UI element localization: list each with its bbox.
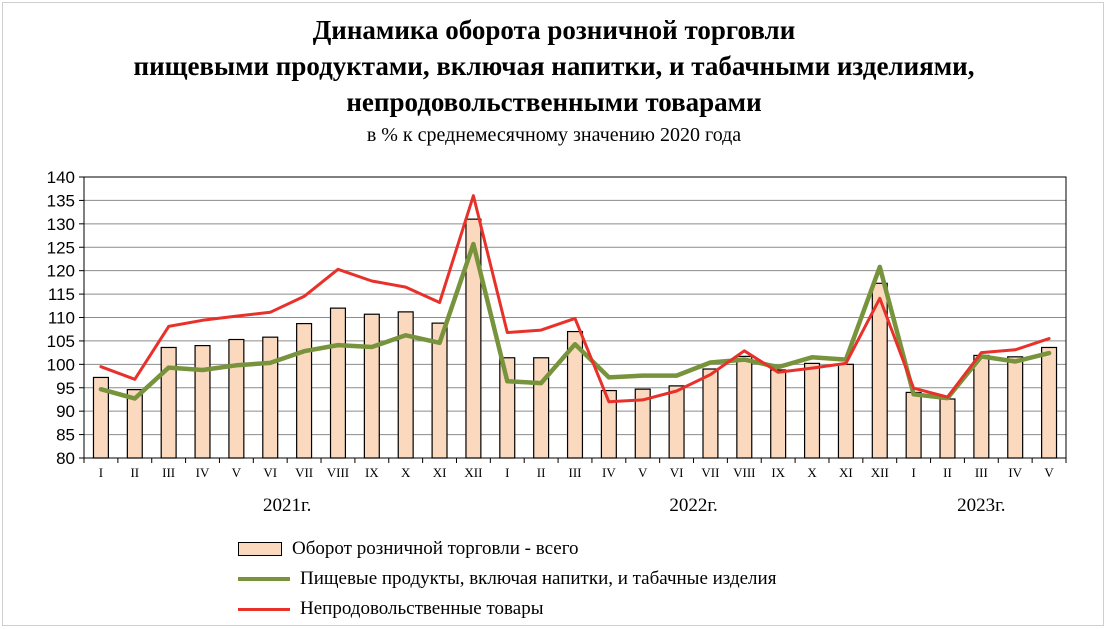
x-tick-label: IV [1008, 465, 1022, 480]
bar-total-9 [363, 313, 380, 459]
legend-item-total: Оборот розничной торговли - всего [238, 536, 579, 562]
x-tick-label: III [162, 465, 175, 480]
x-tick-label: II [943, 465, 952, 480]
x-tick-label: IX [771, 465, 785, 480]
x-tick-label: I [505, 465, 509, 480]
chart-title: Динамика оборота розничной торговли пище… [0, 12, 1108, 120]
y-tick-label: 100 [47, 355, 75, 374]
x-tick-label: VII [295, 465, 313, 480]
bar-total-29 [1041, 346, 1058, 459]
x-tick-label: X [401, 465, 411, 480]
y-tick-label: 95 [56, 379, 75, 398]
bar-total-27 [973, 354, 990, 459]
year-label: 2022г. [669, 495, 717, 516]
bar-total-7 [296, 322, 313, 459]
bar-total-21 [770, 369, 787, 459]
bar-total-14 [533, 357, 550, 459]
x-tick-label: IX [365, 465, 379, 480]
bar-total-3 [160, 346, 177, 459]
x-tick-label: IV [196, 465, 210, 480]
bar-total-10 [397, 311, 414, 459]
x-tick-label: I [99, 465, 103, 480]
x-tick-label: V [1044, 465, 1054, 480]
y-tick-label: 140 [47, 168, 75, 187]
bar-total-4 [194, 345, 211, 459]
bar-total-26 [939, 398, 956, 459]
y-tick-label: 130 [47, 215, 75, 234]
bar-total-15 [566, 330, 584, 459]
legend-item-food: Пищевые продукты, включая напитки, и таб… [238, 566, 776, 592]
x-tick-label: VI [263, 465, 277, 480]
x-tick-label: VIII [327, 465, 349, 480]
bar-total-2 [126, 389, 143, 459]
x-tick-label: XI [433, 465, 447, 480]
bar-total-5 [228, 338, 245, 459]
x-tick-label: IV [602, 465, 616, 480]
year-label: 2023г. [957, 495, 1005, 516]
y-tick-label: 135 [47, 191, 75, 210]
bar-total-23 [837, 363, 854, 459]
y-tick-label: 85 [56, 426, 75, 445]
bar-total-8 [329, 307, 347, 459]
year-label: 2021г. [263, 495, 311, 516]
bar-total-19 [702, 368, 719, 459]
x-tick-label: X [807, 465, 817, 480]
x-tick-label: V [638, 465, 648, 480]
series-line-food [98, 241, 1052, 401]
legend-item-nonfood: Непродовольственные товары [238, 596, 543, 622]
bar-total-20 [736, 355, 753, 459]
y-tick-label: 120 [47, 262, 75, 281]
legend-swatch-nonfood-line [238, 607, 290, 611]
bar-total-17 [634, 388, 651, 459]
bar-total-18 [668, 385, 685, 459]
bar-total-1 [92, 376, 109, 459]
bar-total-24 [871, 282, 888, 459]
chart-title-line: пищевыми продуктами, включая напитки, и … [133, 51, 975, 81]
chart-title-line: Динамика оборота розничной торговли [312, 15, 796, 45]
series-line-nonfood [99, 194, 1051, 404]
x-tick-label: XI [839, 465, 853, 480]
legend-swatch-food-line [238, 577, 290, 581]
x-tick-label: III [569, 465, 582, 480]
bar-total-6 [262, 336, 279, 459]
y-tick-label: 125 [47, 238, 75, 257]
bar-total-16 [600, 389, 617, 459]
bar-total-25 [905, 391, 922, 459]
x-tick-label: VII [701, 465, 719, 480]
chart-title-line: непродовольственными товарами [346, 87, 762, 117]
x-tick-label: VI [670, 465, 684, 480]
bar-total-12 [465, 218, 482, 459]
bar-total-22 [803, 362, 821, 459]
x-tick-label: V [232, 465, 242, 480]
x-tick-label: XII [871, 465, 889, 480]
x-tick-label: XII [464, 465, 482, 480]
y-tick-label: 90 [56, 402, 75, 421]
bar-total-11 [431, 322, 448, 459]
x-tick-label: VIII [733, 465, 755, 480]
y-tick-label: 105 [47, 332, 75, 351]
x-tick-label: I [911, 465, 915, 480]
x-tick-label: II [537, 465, 546, 480]
x-tick-label: III [975, 465, 988, 480]
legend-label-food: Пищевые продукты, включая напитки, и таб… [300, 568, 777, 589]
legend-label-total: Оборот розничной торговли - всего [292, 538, 579, 559]
y-tick-label: 80 [56, 449, 75, 468]
x-tick-label: II [130, 465, 139, 480]
chart-subtitle: в % к среднемесячному значению 2020 года [366, 124, 742, 146]
legend-label-nonfood: Непродовольственные товары [300, 598, 544, 619]
bar-total-28 [1007, 356, 1024, 459]
y-tick-label: 110 [48, 309, 75, 328]
y-tick-label: 115 [48, 285, 75, 304]
legend-swatch-bar [238, 542, 282, 556]
